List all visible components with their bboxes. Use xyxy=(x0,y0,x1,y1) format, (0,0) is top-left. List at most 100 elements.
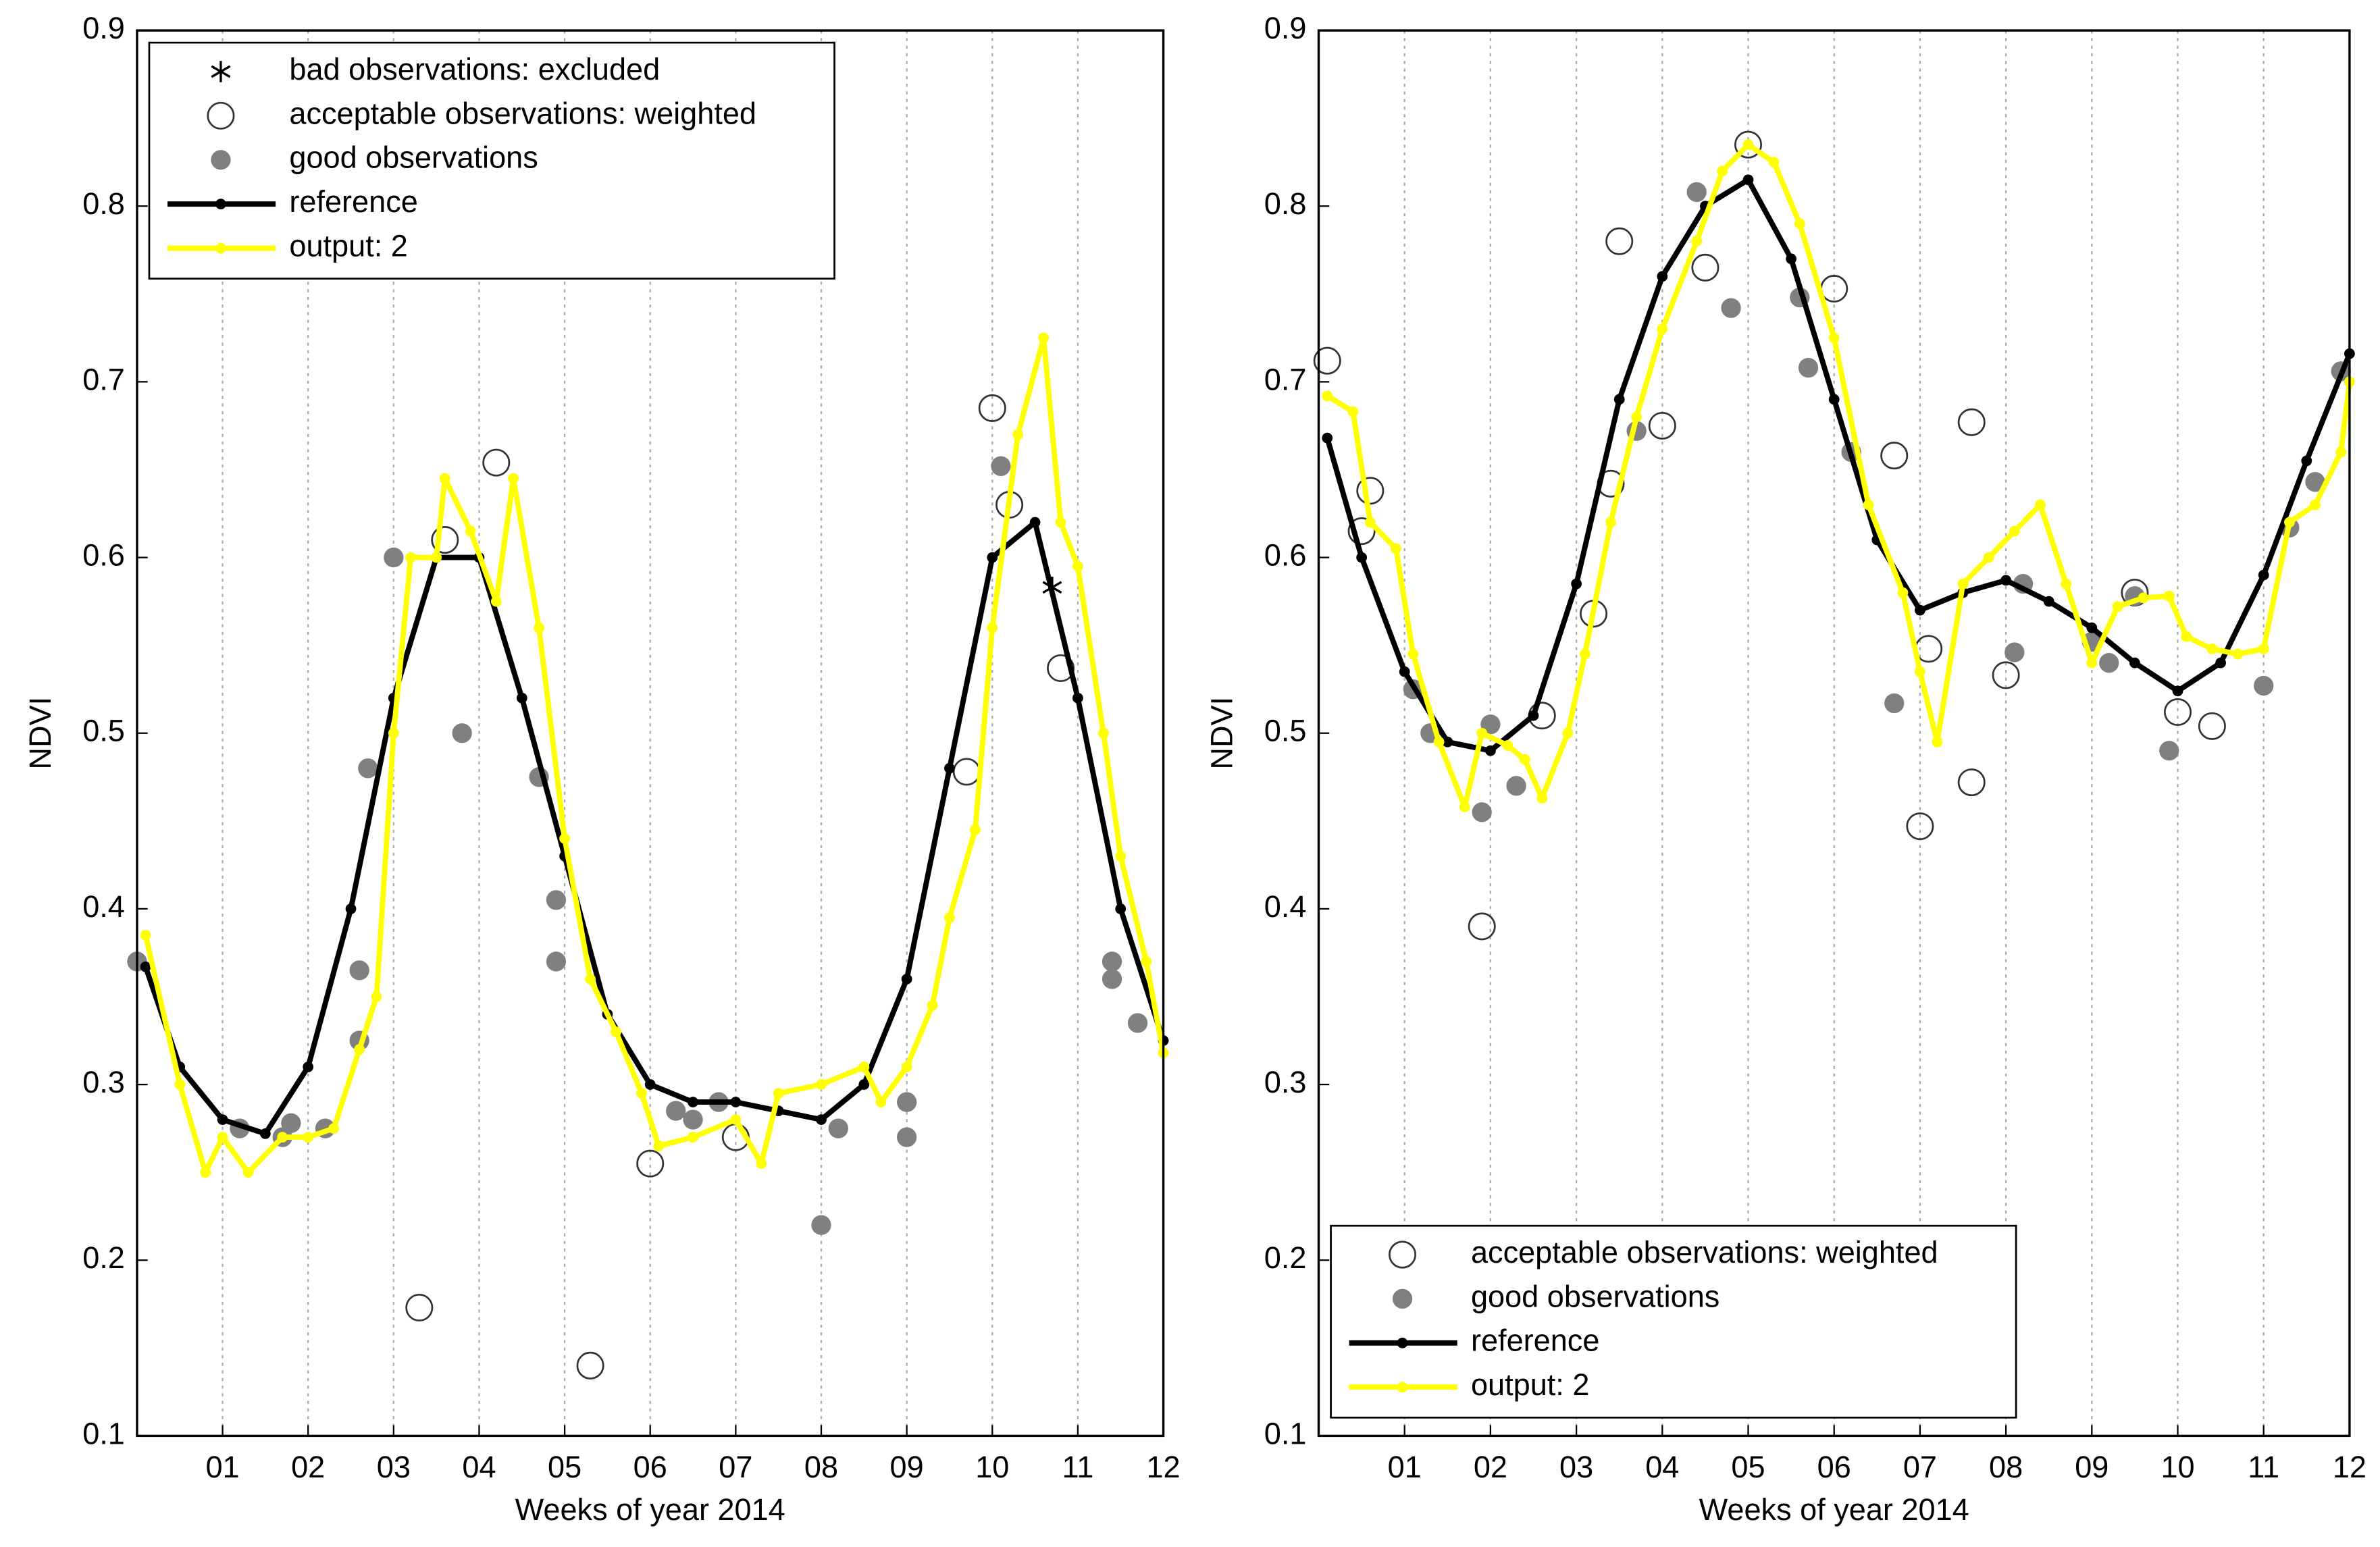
line-vertex xyxy=(328,1123,340,1134)
line-vertex xyxy=(1613,394,1625,405)
line-vertex xyxy=(858,1061,870,1072)
open-circle-marker xyxy=(978,394,1006,422)
line-vertex xyxy=(1828,332,1840,344)
line-vertex xyxy=(2258,643,2269,654)
line-vertex xyxy=(1115,850,1127,862)
filled-circle-marker xyxy=(546,951,567,972)
open-circle-marker xyxy=(1734,130,1763,159)
y-tick-label: 0.4 xyxy=(82,889,125,924)
line-vertex xyxy=(1605,517,1616,528)
line-vertex xyxy=(217,1114,228,1125)
y-tick-label: 0.2 xyxy=(82,1240,125,1275)
filled-circle-marker xyxy=(991,456,1011,476)
legend-vertex xyxy=(1397,1382,1408,1393)
line-vertex xyxy=(2283,517,2295,528)
legend-vertex xyxy=(215,242,226,254)
x-axis-label: Weeks of year 2014 xyxy=(1699,1492,1969,1527)
x-tick-label: 08 xyxy=(1989,1450,2023,1484)
filled-circle-marker xyxy=(2099,653,2119,673)
line-vertex xyxy=(200,1167,211,1178)
filled-circle-marker xyxy=(1884,693,1905,714)
filled-circle-marker xyxy=(546,890,567,910)
y-tick-label: 0.3 xyxy=(82,1065,125,1099)
line-vertex xyxy=(508,473,519,484)
line-vertex xyxy=(730,1097,742,1107)
open-circle-marker xyxy=(576,1351,604,1380)
line-vertex xyxy=(2009,525,2020,537)
filled-circle-marker xyxy=(811,1215,831,1235)
line-vertex xyxy=(2258,569,2269,581)
line-vertex xyxy=(901,1061,912,1072)
legend-vertex xyxy=(1397,1337,1408,1348)
x-tick-label: 07 xyxy=(1903,1450,1937,1484)
open-circle-marker xyxy=(1992,661,2020,689)
line-vertex xyxy=(1828,394,1840,405)
line-vertex xyxy=(465,525,476,537)
line-vertex xyxy=(1519,754,1530,765)
x-tick-label: 03 xyxy=(377,1450,411,1484)
line-vertex xyxy=(1742,174,1754,186)
line-vertex xyxy=(875,1097,887,1107)
line-vertex xyxy=(1502,740,1514,751)
line-vertex xyxy=(2181,631,2192,642)
open-circle-marker xyxy=(1313,346,1341,375)
filled-circle-marker xyxy=(1102,969,1122,989)
filled-circle-marker xyxy=(1102,951,1122,972)
y-tick-label: 0.5 xyxy=(1264,714,1307,748)
x-tick-label: 12 xyxy=(1146,1450,1180,1484)
line-vertex xyxy=(1442,736,1453,748)
line-vertex xyxy=(987,622,998,633)
line-vertex xyxy=(345,903,357,914)
y-axis-label: NDVI xyxy=(1205,697,1239,770)
line-vertex xyxy=(259,1128,271,1139)
line-vertex xyxy=(388,727,399,739)
legend-marker xyxy=(1389,1240,1417,1269)
line-vertex xyxy=(490,596,502,607)
line-vertex xyxy=(1391,543,1401,554)
line-vertex xyxy=(174,1079,186,1090)
filled-circle-marker xyxy=(358,758,378,779)
filled-circle-marker xyxy=(281,1113,301,1133)
line-vertex xyxy=(371,991,382,1002)
line-vertex xyxy=(217,1132,228,1143)
line-vertex xyxy=(1691,236,1703,247)
line-vertex xyxy=(1399,666,1410,677)
y-tick-label: 0.6 xyxy=(82,537,125,572)
y-tick-label: 0.7 xyxy=(1264,362,1307,396)
line-vertex xyxy=(2043,596,2054,607)
line-vertex xyxy=(1579,648,1590,660)
open-circle-marker xyxy=(1906,812,1934,841)
line-vertex xyxy=(1863,499,1874,510)
y-tick-label: 0.8 xyxy=(82,186,125,221)
y-tick-label: 0.7 xyxy=(82,362,125,396)
x-tick-label: 06 xyxy=(633,1450,667,1484)
filled-circle-marker xyxy=(1721,298,1741,318)
x-tick-label: 10 xyxy=(2161,1450,2194,1484)
legend-label: reference xyxy=(289,184,417,219)
legend-label: good observations xyxy=(289,140,538,175)
open-circle-marker xyxy=(1957,768,1986,797)
x-tick-label: 01 xyxy=(1388,1450,1422,1484)
open-circle-marker xyxy=(1691,253,1719,282)
x-tick-label: 04 xyxy=(1645,1450,1679,1484)
line-vertex xyxy=(277,1132,288,1143)
line-vertex xyxy=(1957,578,1969,589)
line-vertex xyxy=(1407,648,1419,660)
chart: 01 02 03 04 05 06 07 08 09 10 11 12 0.1 0.2 0.3 0.4 0.5 0… xyxy=(1205,11,2366,1527)
line-vertex xyxy=(2129,657,2140,668)
line-vertex xyxy=(585,974,596,985)
legend-label: good observations xyxy=(1471,1279,1719,1313)
line-vertex xyxy=(636,1088,647,1099)
line-vertex xyxy=(1072,560,1083,572)
x-tick-label: 02 xyxy=(1474,1450,1507,1484)
line-vertex xyxy=(140,930,151,941)
line-vertex xyxy=(534,622,544,633)
x-tick-label: 01 xyxy=(205,1450,239,1484)
chart: 01 02 03 04 05 06 07 08 09 10 11 12 0.1 0.2 0.3 0.4 0.5 0… xyxy=(23,11,1181,1527)
y-tick-label: 0.9 xyxy=(82,11,125,45)
line-vertex xyxy=(1717,165,1728,177)
line-vertex xyxy=(431,552,442,563)
line-vertex xyxy=(2206,643,2218,654)
line-vertex xyxy=(2163,590,2175,602)
line-vertex xyxy=(1631,411,1642,423)
